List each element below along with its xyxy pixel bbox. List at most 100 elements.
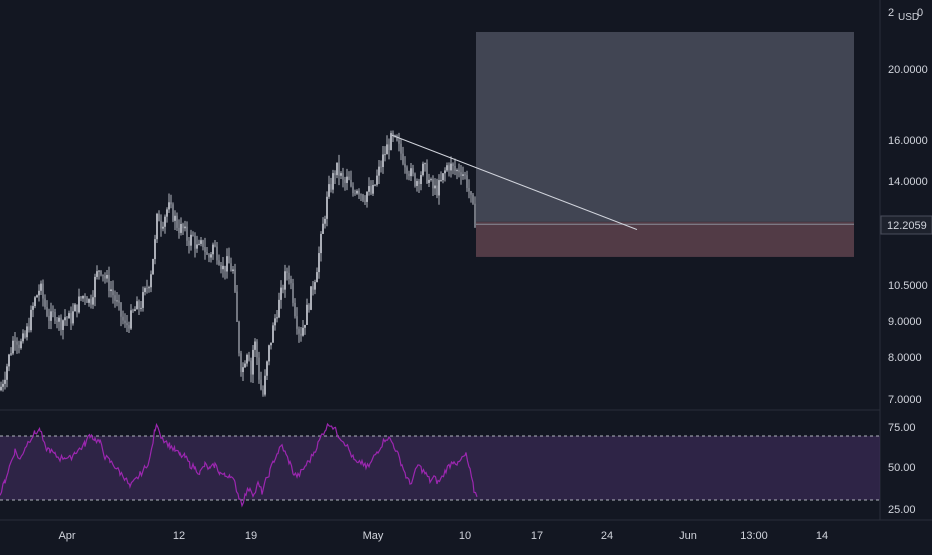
candle-body <box>80 296 82 299</box>
candle-body <box>420 175 422 185</box>
trendline[interactable] <box>391 134 638 231</box>
candle-body <box>206 251 208 255</box>
candle-body <box>56 320 58 322</box>
candle-body <box>110 289 112 292</box>
candle-body <box>204 247 206 252</box>
candle-body <box>336 162 338 176</box>
candle-body <box>54 311 56 321</box>
candle-body <box>366 191 368 202</box>
candle-body <box>112 289 114 296</box>
time-tick-10: 10 <box>459 530 471 542</box>
candle-body <box>102 274 104 276</box>
candle-body <box>344 179 346 183</box>
candle-body <box>2 383 4 387</box>
price-tick-14: 14.0000 <box>888 176 928 188</box>
candle-body <box>214 244 216 247</box>
candle-body <box>288 272 290 280</box>
candle-body <box>272 325 274 343</box>
candle-body <box>20 341 22 349</box>
candle-body <box>406 167 408 174</box>
price-axis-top-clip: 2 <box>888 7 894 19</box>
candle-body <box>176 215 178 228</box>
candle-body <box>116 300 118 302</box>
candle-body <box>468 187 470 192</box>
candle-body <box>106 274 108 279</box>
candle-body <box>282 287 284 290</box>
candle-body <box>258 357 260 380</box>
candle-body <box>314 282 316 290</box>
candle-body <box>38 290 40 296</box>
candle-body <box>358 190 360 195</box>
candle-body <box>152 259 154 275</box>
candle-body <box>460 172 462 176</box>
candle-body <box>464 174 466 176</box>
candle-body <box>142 292 144 308</box>
candle-body <box>474 203 476 228</box>
candle-body <box>278 299 280 318</box>
price-axis[interactable]: 2 USD 0 20.0000 16.0000 14.0000 12.2059 … <box>880 7 932 406</box>
candle-body <box>412 168 414 174</box>
price-tick-10-5: 10.5000 <box>888 280 928 292</box>
candle-body <box>320 233 322 254</box>
candle-body <box>90 299 92 305</box>
candle-body <box>334 173 336 176</box>
candle-body <box>184 226 186 229</box>
rsi-tick-75: 75.00 <box>888 422 916 434</box>
target-zone[interactable] <box>476 31 854 222</box>
candle-body <box>4 379 6 384</box>
rsi-axis[interactable]: 75.00 50.00 25.00 <box>888 422 916 516</box>
candle-body <box>166 209 168 217</box>
candle-body <box>356 190 358 194</box>
candle-body <box>242 367 244 373</box>
candle-body <box>432 179 434 189</box>
candle-body <box>370 186 372 194</box>
candle-body <box>266 361 268 376</box>
candle-body <box>430 179 432 180</box>
candle-body <box>148 287 150 289</box>
time-tick-apr: Apr <box>58 530 75 542</box>
candle-body <box>322 223 324 234</box>
candle-body <box>220 264 222 270</box>
candle-body <box>338 162 340 176</box>
candle-body <box>382 154 384 168</box>
candle-body <box>458 170 460 173</box>
time-axis[interactable]: Apr 12 19 May 10 17 24 Jun 13:00 14 <box>58 530 828 542</box>
candle-body <box>354 193 356 194</box>
candle-body <box>42 283 44 299</box>
candle-body <box>88 299 90 303</box>
candle-body <box>16 341 18 345</box>
candle-body <box>374 184 376 186</box>
price-tick-16: 16.0000 <box>888 135 928 147</box>
candle-body <box>452 163 454 167</box>
candle-body <box>372 185 374 194</box>
candle-body <box>262 389 264 395</box>
candle-body <box>276 317 278 319</box>
candle-body <box>40 283 42 291</box>
candle-body <box>390 133 392 151</box>
candle-body <box>30 309 32 331</box>
candle-body <box>360 194 362 196</box>
candle-body <box>244 363 246 368</box>
candle-body <box>368 186 370 192</box>
candle-body <box>408 173 410 177</box>
rsi-tick-25: 25.00 <box>888 504 916 516</box>
price-series <box>0 130 476 397</box>
candle-body <box>154 239 156 260</box>
candle-body <box>324 218 326 224</box>
candle-body <box>388 144 390 151</box>
time-tick-19: 19 <box>245 530 257 542</box>
candle-body <box>70 313 72 324</box>
candle-body <box>298 328 300 334</box>
candle-body <box>120 302 122 317</box>
stop-zone[interactable] <box>476 221 854 257</box>
candle-body <box>310 286 312 310</box>
candle-body <box>76 304 78 313</box>
candle-body <box>346 176 348 183</box>
candle-body <box>174 215 176 221</box>
candle-body <box>6 366 8 380</box>
candle-body <box>444 170 446 174</box>
candle-body <box>470 191 472 195</box>
candle-body <box>414 173 416 186</box>
